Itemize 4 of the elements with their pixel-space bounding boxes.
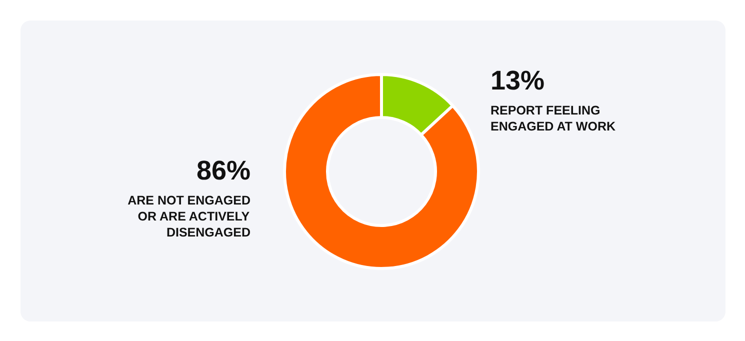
data-label: 13% bbox=[490, 66, 545, 96]
slice-label: REPORT FEELING ENGAGED AT WORK bbox=[490, 104, 616, 134]
data-label: 86% bbox=[196, 156, 251, 186]
slice-label: ARE NOT ENGAGED OR ARE ACTIVELY DISENGAGED bbox=[128, 194, 251, 240]
